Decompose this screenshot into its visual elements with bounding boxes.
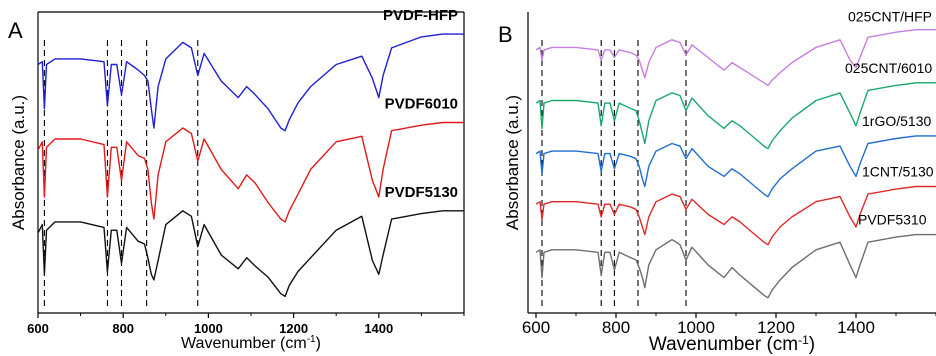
panel-a: 600 800 1000 1200 1400 PVDF-HFP PVDF6010 PVDF51…	[8, 7, 465, 352]
x-tick-label: 800	[112, 321, 134, 336]
series-line	[37, 121, 464, 223]
x-tick-label: 1200	[279, 321, 308, 336]
series-line	[37, 210, 464, 298]
panel-label: B	[498, 22, 513, 47]
x-axis-title-close: )	[809, 334, 815, 355]
x-tick-label: 1400	[364, 321, 393, 336]
x-axis-title: Wavenumber (cm-1)	[181, 334, 321, 352]
panel-b: 600 800 1000 1200 1400 025CNT/HFP 025CNT/6010 1…	[498, 9, 936, 355]
series-label: 1rGO/5130	[862, 113, 931, 129]
series-label: 025CNT/HFP	[848, 9, 932, 25]
x-axis-title: Wavenumber (cm-1)	[649, 333, 815, 355]
series-line	[535, 82, 936, 150]
x-axis-title-superscript: -1	[798, 333, 809, 347]
series-line	[535, 233, 936, 299]
x-tick-label: 1000	[677, 318, 715, 337]
series-line	[535, 29, 936, 87]
panel-label: A	[8, 18, 23, 43]
series-label: 1CNT/5130	[862, 164, 934, 180]
y-axis-title: Absorbance (a.u.)	[9, 95, 28, 230]
x-axis-title-superscript: -1	[307, 334, 316, 345]
x-tick-label: 1400	[837, 318, 875, 337]
series-label: 025CNT/6010	[845, 60, 932, 76]
series-label: PVDF5130	[385, 184, 458, 201]
x-axis-title-main: Wavenumber (cm	[649, 334, 798, 355]
series-line	[535, 135, 936, 198]
series-line	[37, 33, 464, 132]
x-tick-label: 600	[27, 321, 49, 336]
series-label: PVDF-HFP	[383, 7, 458, 24]
series-label: PVDF6010	[385, 95, 458, 112]
x-tick-label: 800	[602, 318, 630, 337]
series-line	[535, 185, 936, 246]
x-tick-label: 1000	[194, 321, 223, 336]
x-axis-title-close: )	[316, 335, 321, 352]
series-label: PVDF5310	[858, 212, 927, 228]
x-tick-label: 600	[522, 318, 550, 337]
x-axis-title-main: Wavenumber (cm	[181, 335, 307, 352]
y-axis-title: Absorbance (a.u.)	[503, 95, 522, 230]
x-tick-label: 1200	[757, 318, 795, 337]
